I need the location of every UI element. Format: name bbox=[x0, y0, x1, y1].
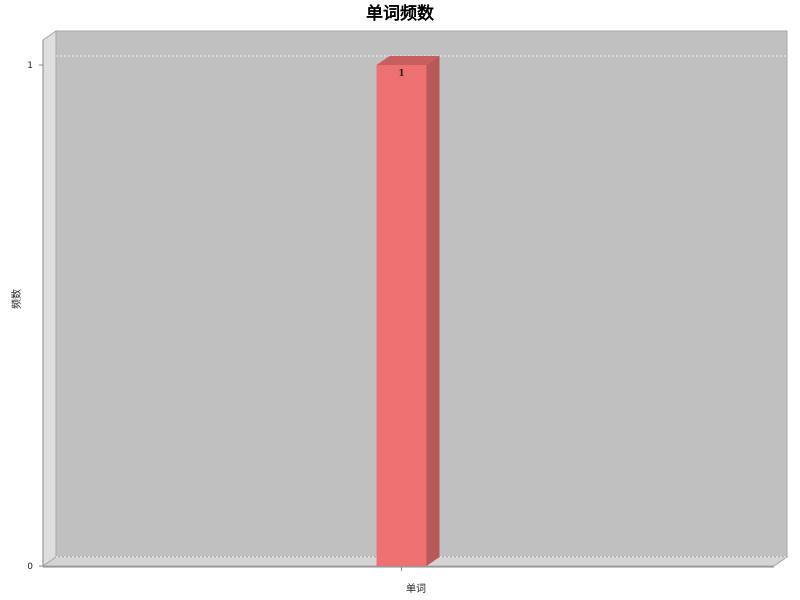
bar bbox=[376, 65, 427, 566]
bar-data-label: 1 bbox=[398, 69, 404, 79]
y-axis-label: 频数 bbox=[10, 289, 23, 309]
x-axis-label: 单词 bbox=[406, 583, 426, 595]
bar-side bbox=[426, 56, 440, 566]
y-tick-label: 1 bbox=[27, 61, 33, 71]
y-ticks: 01 bbox=[27, 61, 43, 572]
plot-side-wall bbox=[42, 30, 57, 567]
bars: 1 bbox=[376, 56, 440, 566]
bar-top bbox=[376, 56, 440, 65]
chart-title: 单词频数 bbox=[366, 3, 435, 24]
y-tick-label: 0 bbox=[27, 562, 33, 572]
